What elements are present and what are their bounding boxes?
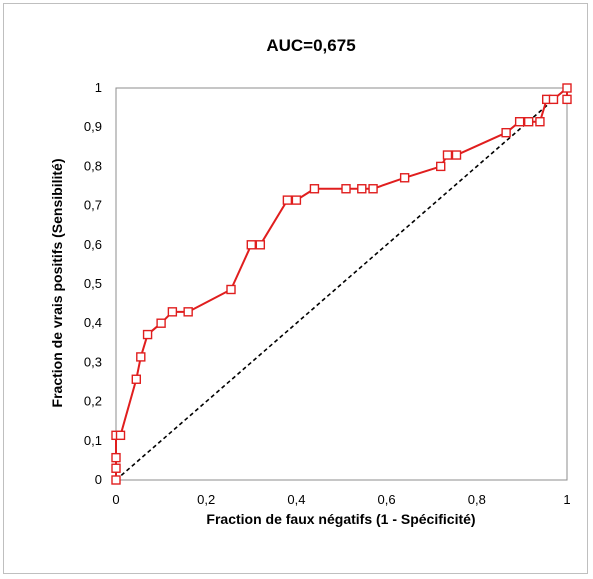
y-tick-label: 1 [95, 80, 102, 95]
roc-point [341, 184, 351, 194]
roc-point [246, 240, 257, 250]
roc-point [291, 195, 302, 205]
x-tick-label: 1 [563, 492, 570, 507]
x-tick-label: 0,8 [468, 492, 486, 507]
roc-point [368, 184, 378, 194]
y-tick-label: 0,2 [84, 394, 102, 409]
y-tick-label: 0,3 [84, 354, 102, 369]
roc-point [548, 94, 559, 105]
roc-point [514, 117, 525, 127]
roc-point [535, 117, 545, 127]
series-layer [111, 83, 572, 485]
roc-point [309, 184, 320, 194]
reference-diagonal-line [115, 87, 568, 481]
roc-point [436, 161, 446, 172]
roc-point [111, 475, 121, 485]
y-tick-label: 0,6 [84, 237, 102, 252]
x-tick-label: 0,2 [197, 492, 215, 507]
y-tick-label: 0,9 [84, 119, 102, 134]
x-tick-label: 0,4 [287, 492, 305, 507]
roc-point [562, 94, 572, 105]
roc-point [562, 83, 572, 93]
roc-point [255, 240, 266, 250]
roc-point [115, 430, 126, 441]
y-axis-label: Fraction de vrais positifs (Sensibilité) [49, 159, 65, 408]
roc-point [226, 284, 236, 295]
ticks-layer: 0 0,2 0,4 0,6 0,8 1 0 0,1 0,2 0,3 0,4 0,5 0,6 0,7 0,8 0… [84, 80, 571, 507]
roc-point [282, 195, 293, 205]
roc-point [523, 117, 534, 127]
roc-point [111, 452, 121, 463]
chart-area [3, 3, 588, 574]
roc-point [111, 463, 121, 473]
roc-point [442, 150, 453, 160]
roc-point [156, 318, 166, 328]
roc-point [131, 374, 141, 384]
plot-area [115, 87, 568, 481]
x-tick-label: 0,6 [378, 492, 396, 507]
y-tick-label: 0,5 [84, 276, 102, 291]
roc-point [451, 150, 462, 160]
roc-point [357, 184, 367, 194]
roc-point [142, 329, 153, 340]
x-axis-label: Fraction de faux négatifs (1 - Spécifici… [206, 511, 475, 527]
roc-point [501, 127, 511, 138]
roc-point [136, 352, 146, 362]
roc-point [183, 307, 193, 317]
x-tick-label: 0 [112, 492, 119, 507]
y-tick-label: 0,8 [84, 158, 102, 173]
y-tick-label: 0,7 [84, 198, 102, 213]
roc-point [167, 307, 178, 317]
chart-title: AUC=0,675 [266, 36, 355, 55]
y-tick-label: 0 [95, 472, 102, 487]
roc-point [399, 173, 410, 183]
y-tick-label: 0,4 [84, 315, 102, 330]
y-tick-label: 0,1 [84, 433, 102, 448]
